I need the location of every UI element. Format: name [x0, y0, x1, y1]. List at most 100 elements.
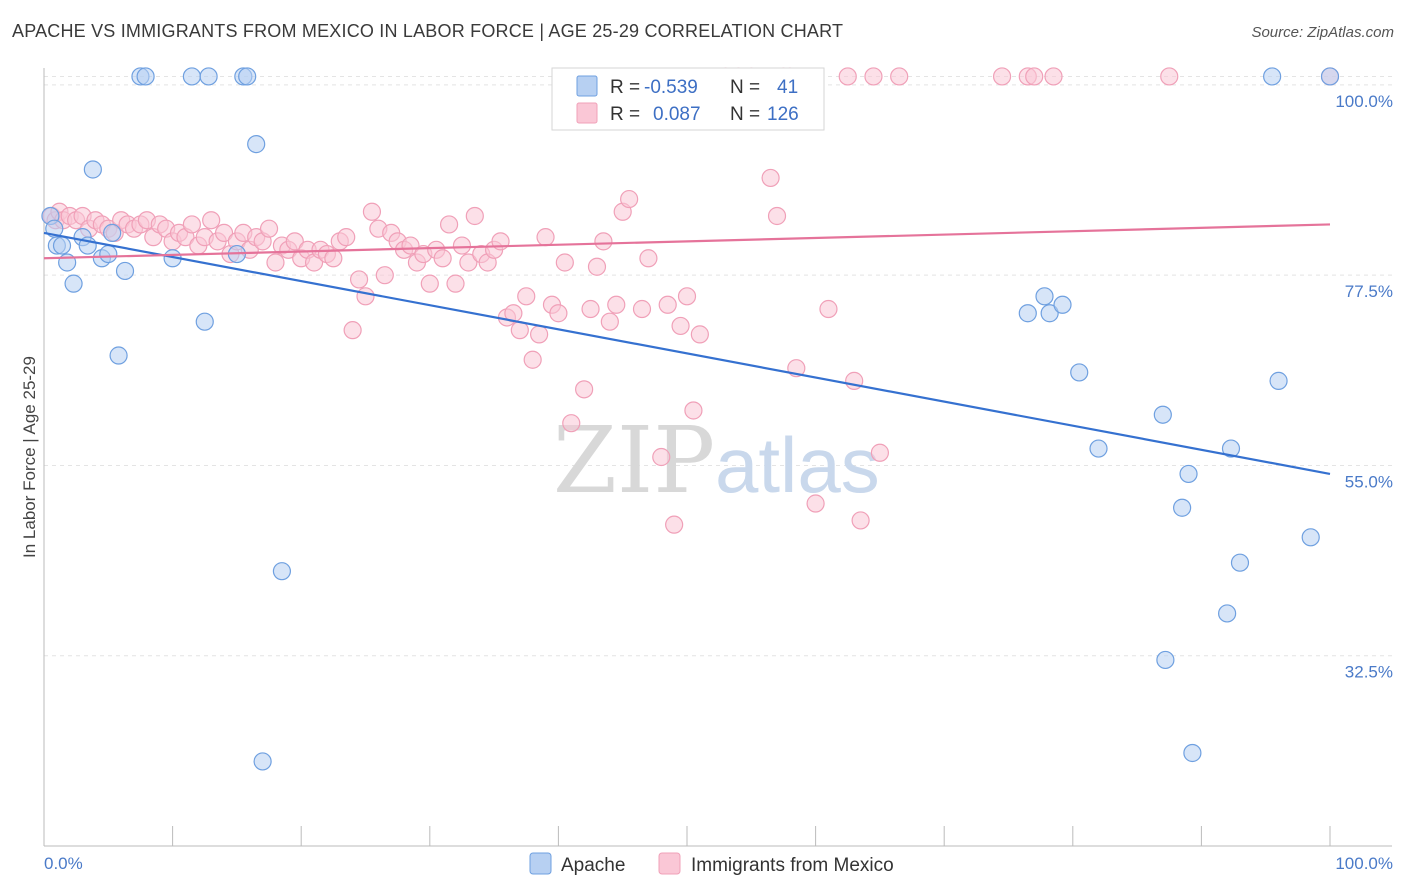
point-mexico	[343, 321, 362, 340]
point-apache	[1269, 371, 1288, 390]
point-mexico	[767, 206, 787, 226]
point-mexico	[1160, 67, 1179, 86]
point-mexico	[864, 67, 883, 86]
point-apache	[1053, 295, 1072, 314]
point-mexico	[870, 443, 890, 462]
x-tick-label-max: 100.0%	[1335, 854, 1393, 873]
y-tick-label: 55.0%	[1345, 472, 1393, 491]
point-mexico	[607, 295, 626, 314]
point-apache	[115, 261, 135, 281]
point-mexico	[581, 299, 600, 319]
point-mexico	[890, 67, 909, 86]
point-mexico	[549, 304, 568, 323]
point-mexico	[324, 249, 343, 268]
point-apache	[1301, 528, 1320, 547]
point-apache	[1035, 287, 1054, 306]
point-mexico	[337, 228, 356, 247]
point-mexico	[433, 249, 452, 268]
point-mexico	[1025, 67, 1044, 86]
point-mexico	[587, 257, 607, 276]
point-mexico	[517, 287, 536, 306]
legend-swatch-mexico	[576, 102, 598, 124]
bottom-legend-swatch-mexico	[658, 852, 681, 875]
point-mexico	[555, 253, 574, 272]
point-mexico	[523, 350, 542, 369]
point-mexico	[420, 274, 439, 293]
point-apache	[272, 562, 292, 581]
x-ticks	[43, 826, 1331, 846]
legend-n-value-apache: 41	[777, 77, 798, 98]
point-apache	[1179, 464, 1198, 484]
point-apache	[1320, 67, 1340, 86]
point-mexico	[1044, 67, 1063, 86]
point-apache	[1070, 363, 1089, 382]
point-mexico	[658, 295, 677, 314]
point-mexico	[562, 414, 581, 433]
point-apache	[253, 752, 272, 771]
point-apache	[103, 223, 122, 243]
point-apache	[1018, 304, 1037, 323]
point-mexico	[182, 215, 201, 234]
point-mexico	[202, 211, 221, 230]
point-mexico	[761, 168, 780, 188]
trend-line-mexico	[43, 223, 1331, 260]
point-apache	[1173, 498, 1192, 517]
point-mexico	[639, 249, 658, 268]
point-mexico	[600, 312, 619, 331]
point-mexico	[446, 274, 465, 293]
point-mexico	[851, 511, 870, 530]
legend-swatch-apache	[576, 75, 598, 97]
points-immigrants-from-mexico	[42, 67, 1340, 534]
point-mexico	[362, 202, 382, 221]
point-mexico	[690, 325, 709, 344]
point-mexico	[452, 236, 472, 255]
point-mexico	[838, 67, 857, 86]
source-credit: Source: ZipAtlas.com	[1251, 24, 1394, 41]
point-mexico	[349, 270, 369, 289]
legend-n-label-apache: N =	[730, 77, 760, 98]
bottom-legend-label-mexico: Immigrants from Mexico	[691, 855, 894, 876]
y-tick-label: 32.5%	[1345, 663, 1393, 682]
point-mexico	[806, 494, 825, 513]
point-apache	[1153, 405, 1172, 424]
point-apache	[1156, 650, 1175, 670]
point-mexico	[671, 316, 690, 336]
point-mexico	[594, 232, 613, 251]
bottom-legend-label-apache: Apache	[561, 855, 625, 876]
point-mexico	[620, 189, 639, 209]
point-apache	[1183, 743, 1202, 763]
watermark-atlas: atlas	[715, 421, 880, 509]
legend-r-value-mexico: 0.087	[653, 104, 701, 125]
trend-lines	[43, 223, 1331, 475]
x-tick-label-min: 0.0%	[44, 854, 83, 873]
y-axis-title: In Labor Force | Age 25-29	[20, 356, 39, 558]
legend-r-label-mexico: R =	[610, 104, 640, 125]
y-tick-label: 100.0%	[1335, 92, 1393, 111]
point-mexico	[530, 325, 549, 344]
legend-box: R = -0.539 N = 41 R = 0.087 N = 126	[551, 67, 825, 131]
point-apache	[1089, 439, 1108, 458]
point-mexico	[684, 401, 703, 420]
y-tick-labels: 100.0% 77.5% 55.0% 32.5%	[1335, 92, 1393, 682]
point-apache	[1221, 439, 1241, 458]
point-mexico	[575, 380, 594, 399]
chart-title: APACHE VS IMMIGRANTS FROM MEXICO IN LABO…	[12, 21, 844, 41]
point-mexico	[259, 219, 279, 238]
point-mexico	[536, 228, 555, 247]
point-apache	[238, 67, 257, 86]
point-apache	[99, 244, 118, 264]
point-mexico	[665, 515, 684, 534]
legend-r-value-apache: -0.539	[644, 77, 698, 98]
point-apache	[1263, 67, 1282, 86]
point-apache	[1040, 304, 1059, 323]
point-apache	[1218, 604, 1237, 623]
point-apache	[136, 67, 155, 86]
legend-r-label-apache: R =	[610, 77, 640, 98]
point-apache	[109, 346, 128, 365]
point-mexico	[285, 232, 304, 251]
point-mexico	[652, 447, 671, 467]
point-mexico	[356, 287, 375, 306]
point-mexico	[465, 206, 484, 226]
point-mexico	[677, 287, 697, 306]
